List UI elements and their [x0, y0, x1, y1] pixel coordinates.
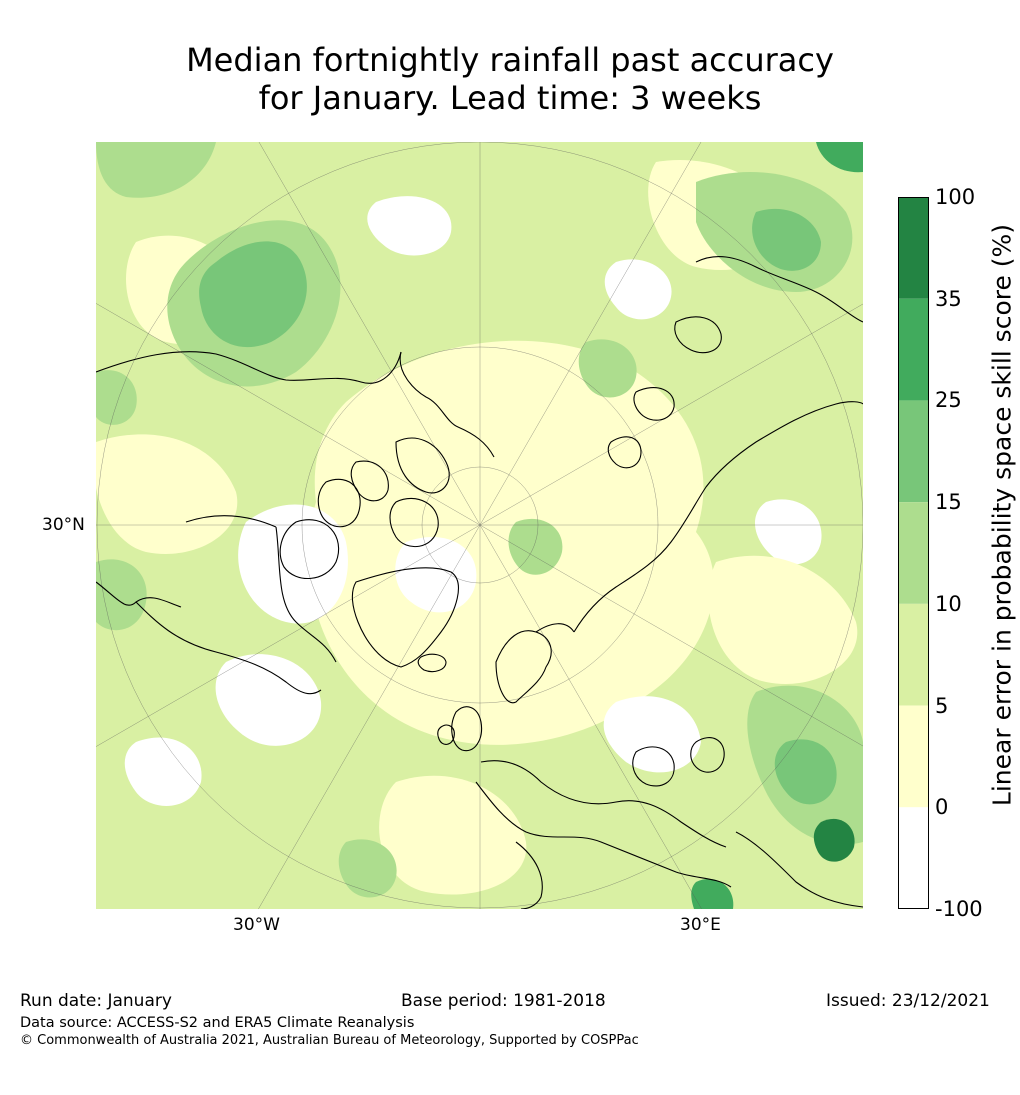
colorbar-bin — [898, 807, 929, 909]
colorbar-tick-label: 15 — [935, 490, 962, 515]
polar-map — [96, 142, 863, 909]
base-period: Base period: 1981-2018 — [401, 991, 606, 1011]
lon-label-30e: 30°E — [680, 915, 721, 935]
run-date: Run date: January — [20, 991, 172, 1011]
colorbar-bin — [898, 197, 929, 299]
lon-label-30w: 30°W — [233, 915, 280, 935]
copyright-notice: © Commonwealth of Australia 2021, Austra… — [20, 1033, 639, 1048]
colorbar-tick-label: 0 — [935, 795, 949, 820]
colorbar-tick-label: 5 — [935, 693, 949, 718]
map-title-line-2: for January. Lead time: 3 weeks — [258, 79, 762, 117]
colorbar-bin — [898, 298, 929, 401]
colorbar-bin — [898, 502, 929, 604]
colorbar — [898, 197, 929, 909]
colorbar-tick-label: 35 — [935, 286, 962, 311]
colorbar-label: Linear error in probability space skill … — [987, 223, 1017, 807]
coastlines — [96, 256, 863, 909]
lat-label-30n: 30°N — [42, 515, 85, 535]
issued-date: Issued: 23/12/2021 — [826, 991, 990, 1011]
colorbar-bin — [898, 705, 929, 808]
colorbar-tick-label: 10 — [935, 591, 962, 616]
data-source: Data source: ACCESS-S2 and ERA5 Climate … — [20, 1015, 415, 1031]
map-title-line-1: Median fortnightly rainfall past accurac… — [186, 41, 834, 79]
colorbar-tick-label: -100 — [935, 897, 983, 921]
colorbar-frame — [898, 197, 929, 909]
graticule — [96, 142, 863, 909]
colorbar-tick-label: 25 — [935, 388, 962, 413]
colorbar-bin — [898, 603, 929, 706]
colorbar-bin — [898, 400, 929, 503]
colorbar-tick-label: 100 — [935, 185, 976, 209]
